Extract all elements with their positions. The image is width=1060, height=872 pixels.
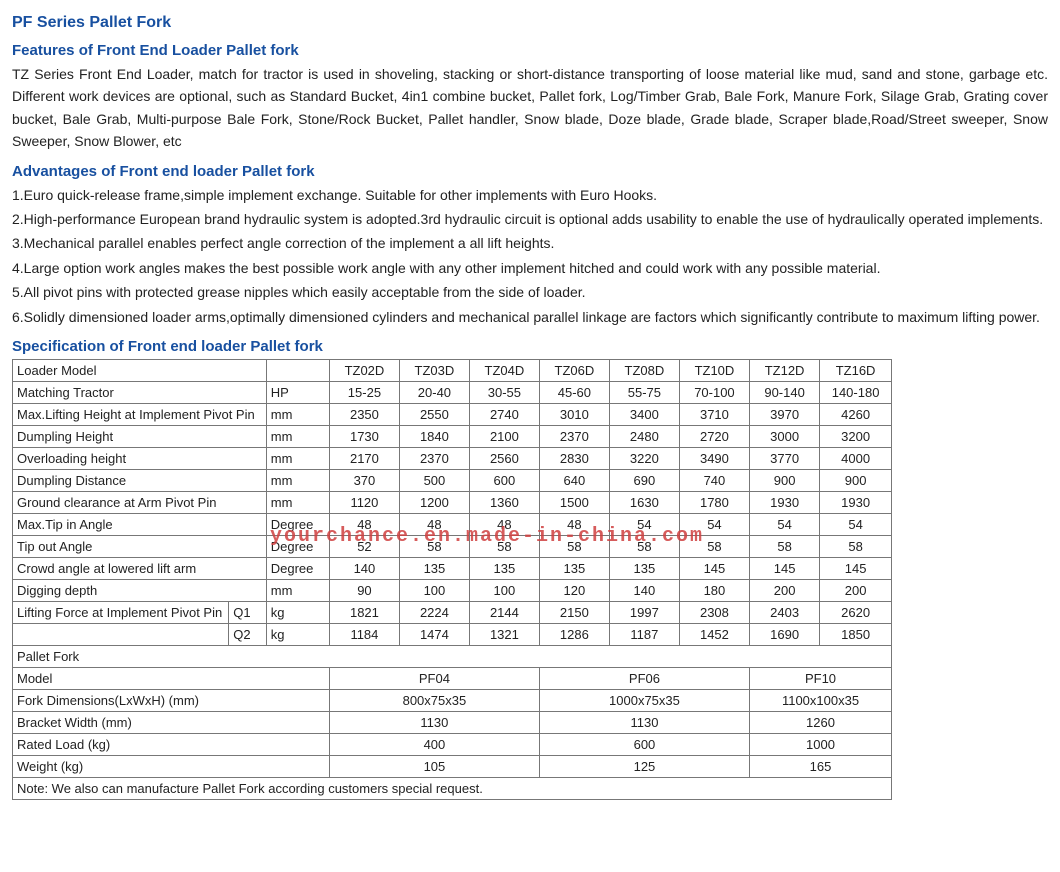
page-title: PF Series Pallet Fork [12, 14, 1048, 32]
advantages-heading: Advantages of Front end loader Pallet fo… [12, 163, 1048, 180]
features-text: TZ Series Front End Loader, match for tr… [12, 63, 1048, 153]
adv-item: 4.Large option work angles makes the bes… [12, 257, 1048, 279]
advantages-list: 1.Euro quick-release frame,simple implem… [12, 184, 1048, 328]
adv-item: 2.High-performance European brand hydrau… [12, 208, 1048, 230]
specification-heading: Specification of Front end loader Pallet… [12, 338, 1048, 355]
adv-item: 1.Euro quick-release frame,simple implem… [12, 184, 1048, 206]
adv-item: 5.All pivot pins with protected grease n… [12, 281, 1048, 303]
adv-item: 3.Mechanical parallel enables perfect an… [12, 232, 1048, 254]
spec-table: Loader ModelTZ02DTZ03DTZ04DTZ06DTZ08DTZ1… [12, 359, 892, 800]
adv-item: 6.Solidly dimensioned loader arms,optima… [12, 306, 1048, 328]
features-heading: Features of Front End Loader Pallet fork [12, 42, 1048, 59]
